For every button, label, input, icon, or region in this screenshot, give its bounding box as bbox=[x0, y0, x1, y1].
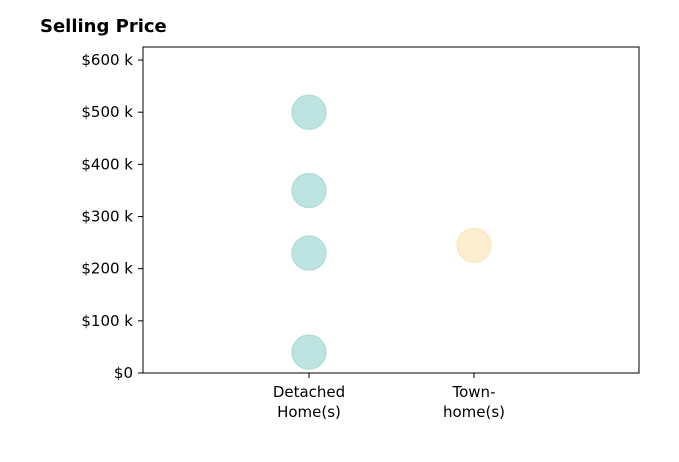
data-point bbox=[291, 334, 327, 370]
data-point bbox=[456, 227, 492, 263]
plot-frame bbox=[142, 46, 640, 374]
y-tick-label: $0 bbox=[114, 364, 133, 382]
y-tick-label: $600 k bbox=[81, 51, 133, 69]
data-point bbox=[291, 235, 327, 271]
data-point bbox=[291, 172, 327, 209]
data-point bbox=[291, 94, 327, 130]
x-tick-label: Town-home(s) bbox=[443, 383, 505, 421]
y-tick-label: $400 k bbox=[81, 155, 133, 173]
y-tick-label: $100 k bbox=[81, 312, 133, 330]
chart-title: Selling Price bbox=[40, 16, 167, 37]
y-tick-label: $500 k bbox=[81, 103, 133, 121]
x-tick-label: Detached Home(s) bbox=[273, 383, 345, 421]
y-tick-label: $200 k bbox=[81, 260, 133, 278]
y-tick-label: $300 k bbox=[81, 208, 133, 226]
